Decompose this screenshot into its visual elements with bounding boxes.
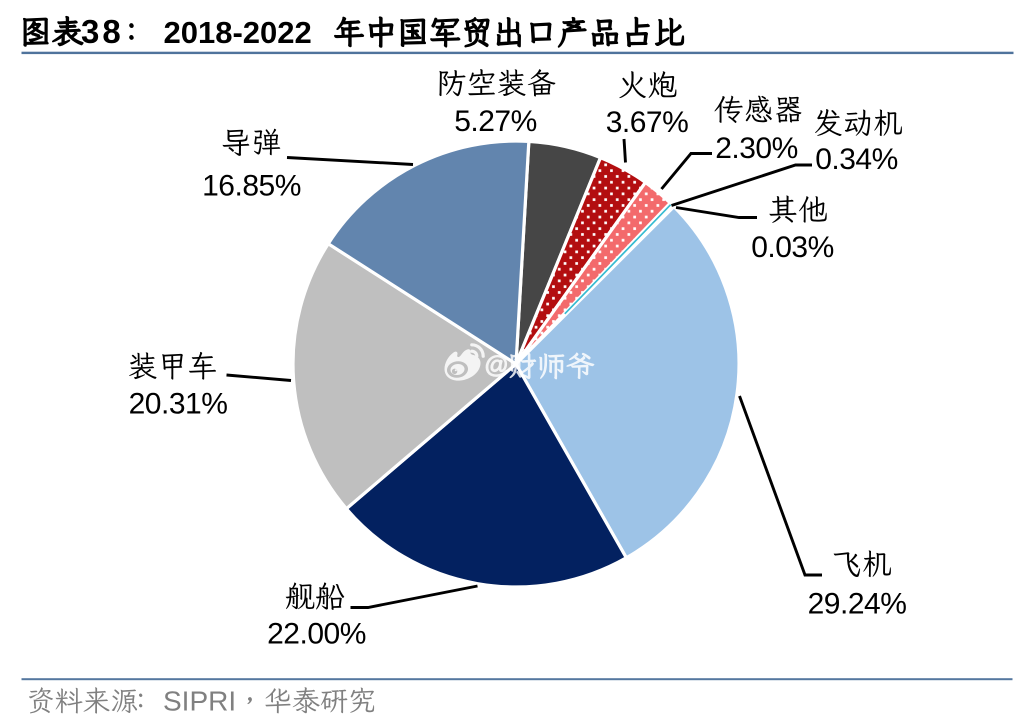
svg-text:0.34%: 0.34% — [815, 143, 898, 176]
svg-text:22.00%: 22.00% — [267, 618, 366, 651]
svg-text:2018-2022: 2018-2022 — [164, 15, 312, 50]
svg-text:3.67%: 3.67% — [606, 106, 689, 139]
svg-text:SIPRI: SIPRI — [163, 686, 236, 717]
svg-text:16.85%: 16.85% — [202, 170, 301, 203]
svg-text:38: 38 — [81, 13, 124, 50]
svg-text:2.30%: 2.30% — [715, 132, 798, 165]
svg-text:20.31%: 20.31% — [129, 388, 228, 421]
svg-text:0.03%: 0.03% — [751, 231, 834, 264]
svg-text:5.27%: 5.27% — [454, 105, 537, 138]
svg-text:29.24%: 29.24% — [808, 588, 907, 621]
